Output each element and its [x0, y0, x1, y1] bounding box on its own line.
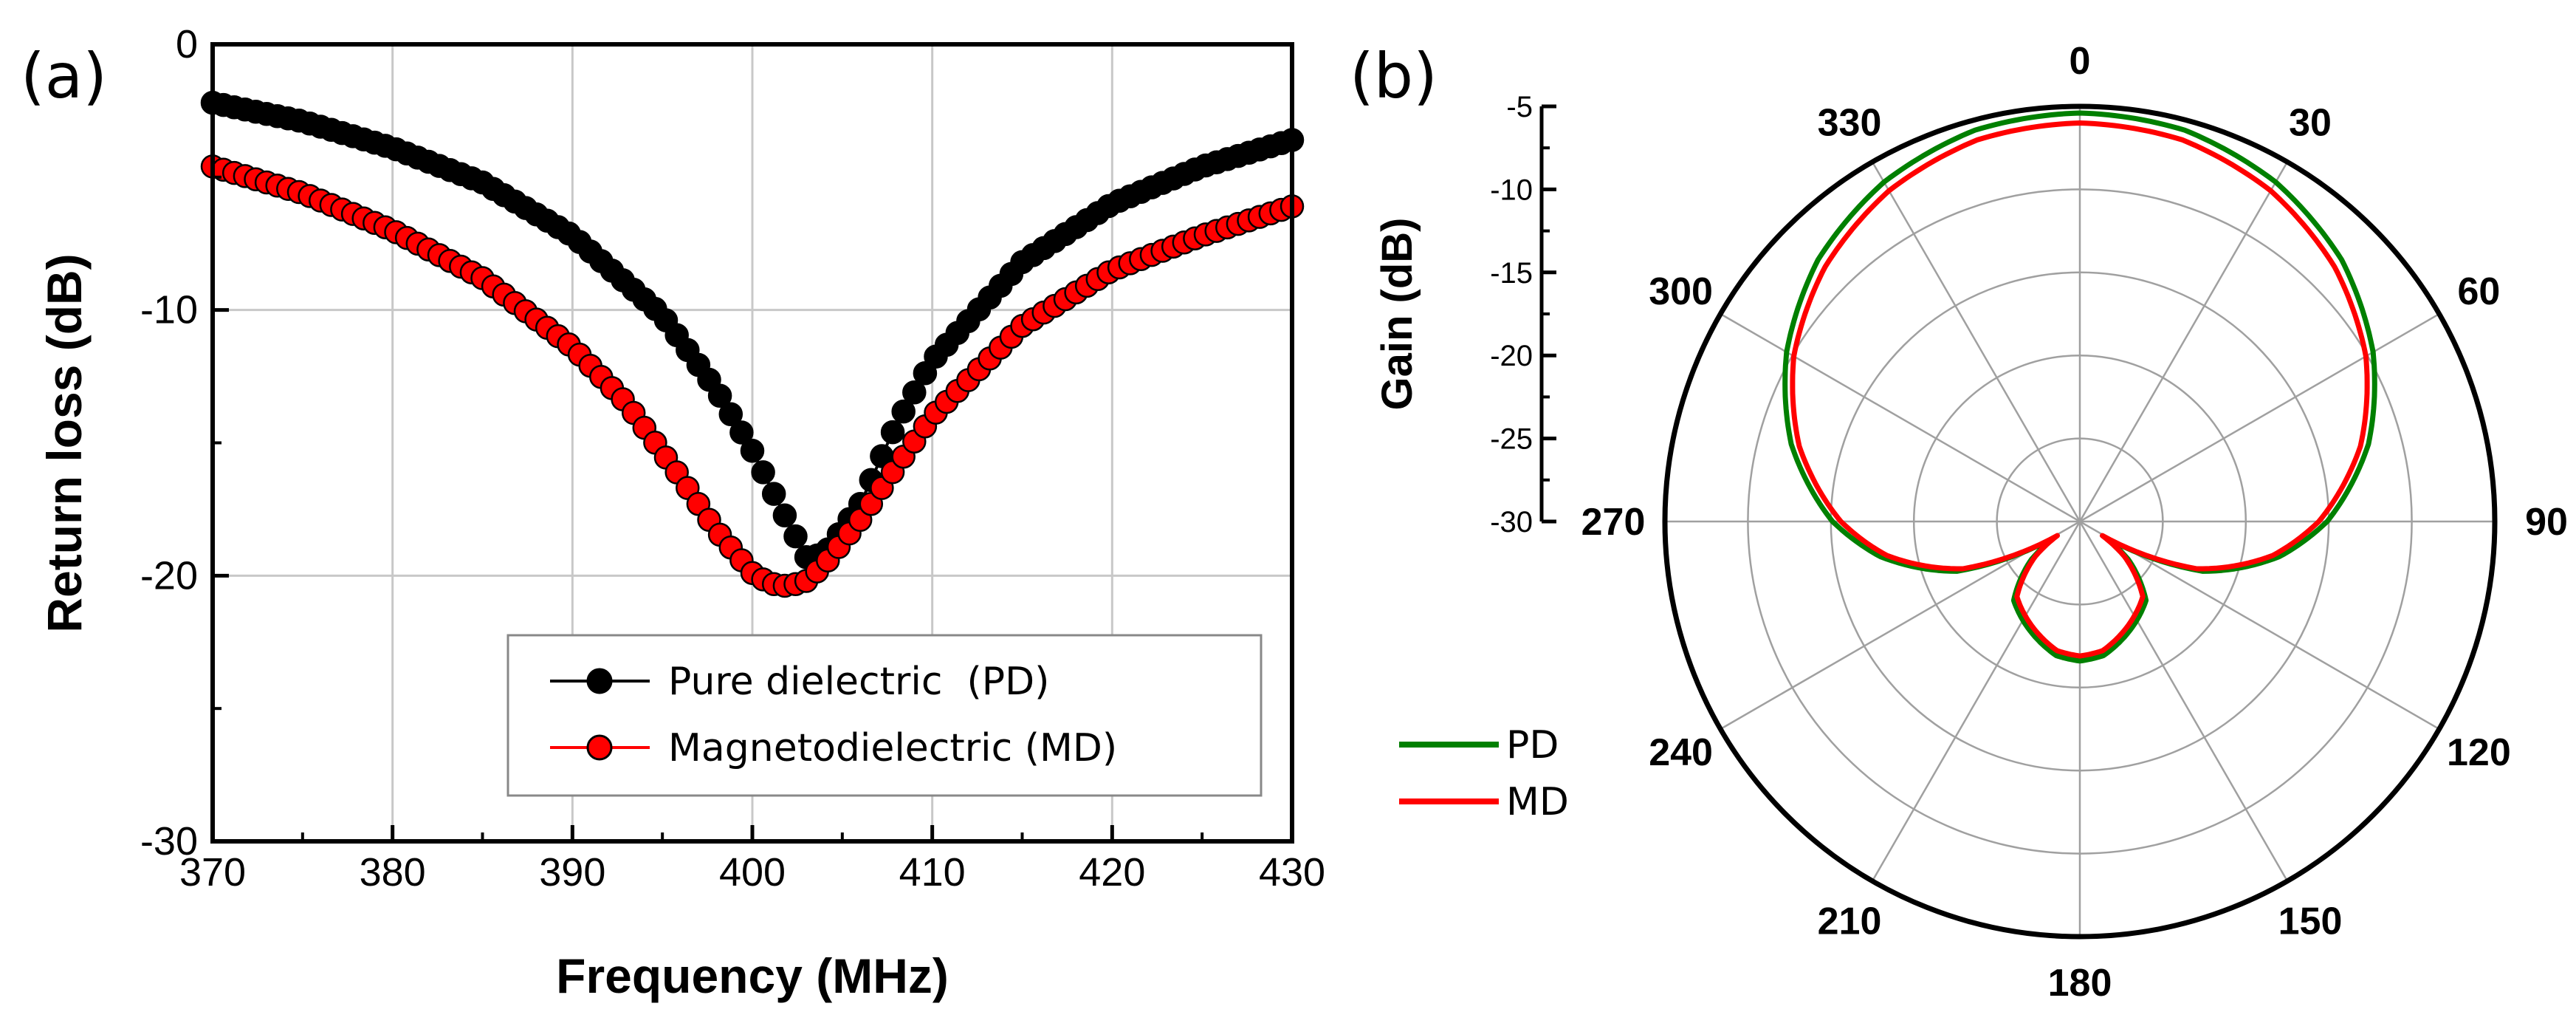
- polar-md-curve: [1790, 120, 2370, 659]
- rl-ytick-label: -10: [140, 288, 198, 332]
- polar-angle-label: 120: [2447, 731, 2511, 774]
- polar-legend-pd-label: PD: [1506, 723, 1559, 767]
- polar-grid-spoke: [1871, 161, 2289, 882]
- rl-ylabel: Return loss (dB): [37, 253, 92, 632]
- rl-xtick-label: 390: [539, 850, 605, 895]
- polar-angle-label: 210: [1818, 900, 1882, 943]
- polar-plot: [1782, 110, 2377, 664]
- rl-pd-marker: [707, 383, 732, 408]
- rl-ytick-label: 0: [176, 22, 198, 66]
- rl-pd-marker: [783, 524, 808, 549]
- polar-angle-label: 0: [2070, 40, 2091, 83]
- rl-ytick-label: -30: [140, 819, 198, 863]
- polar-angle-label: 90: [2525, 501, 2568, 544]
- rl-pd-marker: [880, 420, 905, 445]
- rl-xtick-label: 410: [899, 850, 966, 895]
- polar-radial-axis: -5 -10 -15 -20 -25 -30: [1490, 91, 1556, 538]
- polar-grid: [1662, 103, 2498, 940]
- polar-angle-label: 30: [2289, 102, 2332, 145]
- panel-a-label: (a): [21, 40, 107, 112]
- rl-legend-box: [506, 634, 1263, 797]
- rl-legend-pd-label: Pure dielectric (PD): [668, 660, 1049, 704]
- rl-pd-marker: [772, 503, 797, 527]
- rl-ticks: 370 380 390 400 410 420 430 0 -10 -20 -30: [140, 22, 1325, 895]
- rl-pd-marker: [913, 361, 938, 386]
- rl-xtick-label: 380: [360, 850, 426, 895]
- rl-pd-marker: [729, 420, 754, 445]
- polar-rtick-label: -20: [1490, 340, 1533, 372]
- rl-plot: [200, 90, 1305, 598]
- rl-pd-marker: [718, 402, 743, 426]
- rl-pd-marker: [740, 439, 765, 463]
- rl-pd-marker: [891, 399, 916, 424]
- polar-angle-label: 330: [1818, 102, 1882, 145]
- polar-angle-label: 270: [1581, 501, 1646, 544]
- rl-legend: Pure dielectric (PD) Magnetodielectric (…: [506, 634, 1263, 797]
- polar-legend: PD MD: [1399, 723, 1569, 824]
- rl-legend-md-label: Magnetodielectric (MD): [668, 726, 1117, 770]
- rl-xtick-label: 370: [179, 850, 246, 895]
- polar-rtick-label: -10: [1490, 174, 1533, 206]
- rl-pd-marker: [761, 482, 786, 506]
- rl-pd-series: [200, 90, 1305, 570]
- rl-legend-pd-marker: [586, 668, 613, 694]
- polar-outer-circle: [1662, 103, 2498, 940]
- polar-rtick-label: -5: [1506, 91, 1533, 123]
- polar-rtick-label: -30: [1490, 506, 1533, 538]
- polar-angle-label: 180: [2048, 962, 2112, 1005]
- polar-pd-curve: [1782, 110, 2377, 664]
- rl-xtick-label: 400: [719, 850, 786, 895]
- rl-ytick-label: -20: [140, 553, 198, 598]
- rl-pd-marker: [902, 380, 927, 405]
- rl-legend-md-marker: [586, 734, 613, 761]
- rl-xtick-label: 420: [1079, 850, 1145, 895]
- polar-angle-label: 300: [1649, 270, 1713, 313]
- rl-xlabel: Frequency (MHz): [556, 948, 949, 1003]
- rl-pd-marker: [751, 460, 775, 485]
- polar-legend-md-label: MD: [1506, 780, 1569, 824]
- polar-angle-label: 150: [2278, 900, 2343, 943]
- rl-md-series: [200, 154, 1305, 598]
- polar-rtick-label: -15: [1490, 257, 1533, 290]
- rl-xtick-label: 430: [1259, 850, 1325, 895]
- polar-angle-labels: 0 30 60 90 120 150 180 210 240 270 300 330: [1581, 40, 2568, 1005]
- polar-rtick-label: -25: [1490, 423, 1533, 456]
- polar-angle-label: 240: [1649, 731, 1713, 774]
- polar-angle-label: 60: [2457, 270, 2500, 313]
- polar-rlabel: Gain (dB): [1373, 218, 1421, 411]
- panel-b-label: (b): [1350, 40, 1438, 112]
